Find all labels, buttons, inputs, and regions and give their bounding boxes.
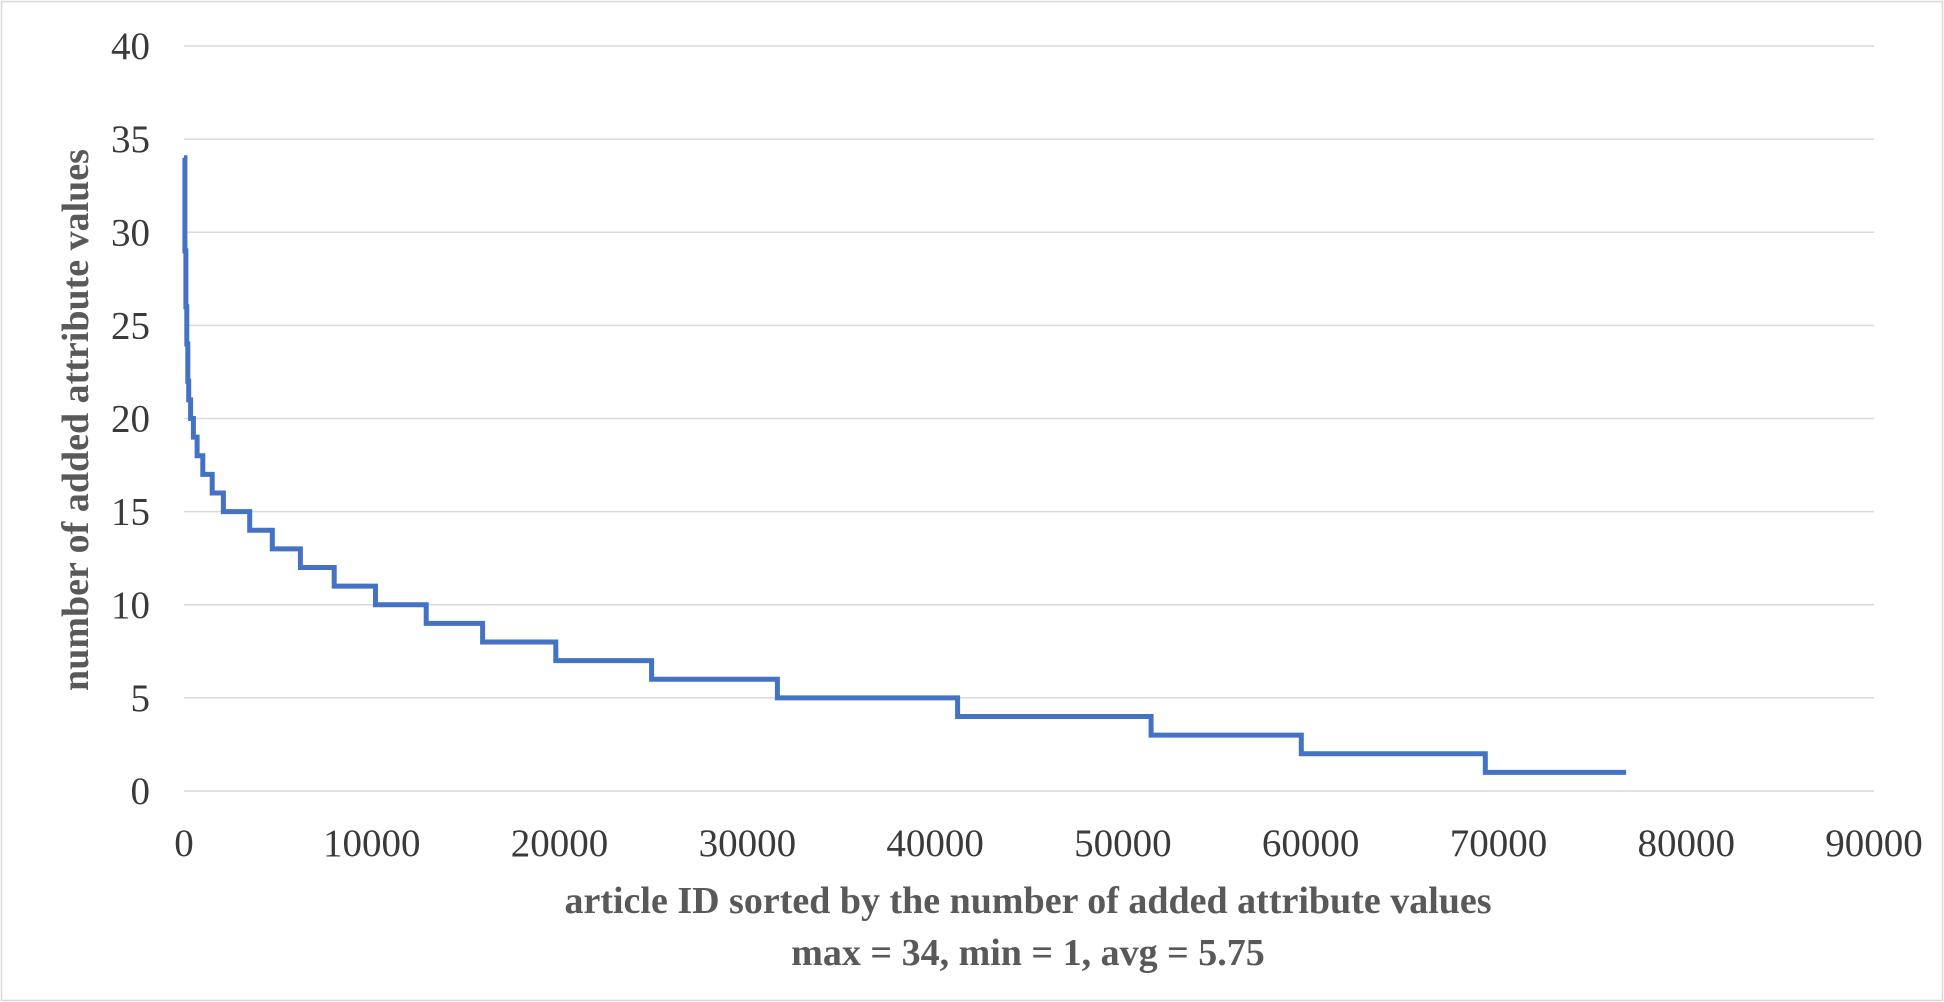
gridlines bbox=[184, 45, 1874, 792]
x-tick-label: 50000 bbox=[1074, 822, 1172, 865]
y-tick-label: 40 bbox=[111, 25, 150, 68]
x-axis-ticks: 0 10000 20000 30000 40000 50000 60000 70000 8000… bbox=[174, 822, 1923, 865]
x-tick-label: 30000 bbox=[699, 822, 797, 865]
series-line-0 bbox=[182, 155, 1627, 775]
x-tick-label: 20000 bbox=[511, 822, 609, 865]
x-tick-label: 90000 bbox=[1825, 822, 1923, 865]
x-tick-label: 70000 bbox=[1450, 822, 1548, 865]
y-tick-label: 15 bbox=[111, 491, 150, 534]
x-tick-label: 60000 bbox=[1262, 822, 1360, 865]
y-axis-title: number of added attribute values bbox=[55, 149, 97, 691]
y-tick-label: 20 bbox=[111, 398, 150, 441]
x-tick-label: 10000 bbox=[323, 822, 421, 865]
y-tick-label: 10 bbox=[111, 584, 150, 627]
x-tick-label: 80000 bbox=[1637, 822, 1735, 865]
y-axis-ticks: 0 5 10 15 20 25 30 35 40 bbox=[111, 25, 150, 813]
x-tick-label: 40000 bbox=[886, 822, 984, 865]
y-tick-label: 30 bbox=[111, 211, 150, 254]
x-tick-label: 0 bbox=[174, 822, 194, 865]
chart-stats-subtitle: max = 34, min = 1, avg = 5.75 bbox=[791, 932, 1264, 974]
x-axis-title: article ID sorted by the number of added… bbox=[564, 880, 1491, 922]
y-tick-label: 0 bbox=[131, 770, 151, 813]
series-layer bbox=[182, 155, 1627, 775]
y-tick-label: 35 bbox=[111, 118, 150, 161]
y-tick-label: 25 bbox=[111, 304, 150, 347]
y-tick-label: 5 bbox=[131, 677, 151, 720]
